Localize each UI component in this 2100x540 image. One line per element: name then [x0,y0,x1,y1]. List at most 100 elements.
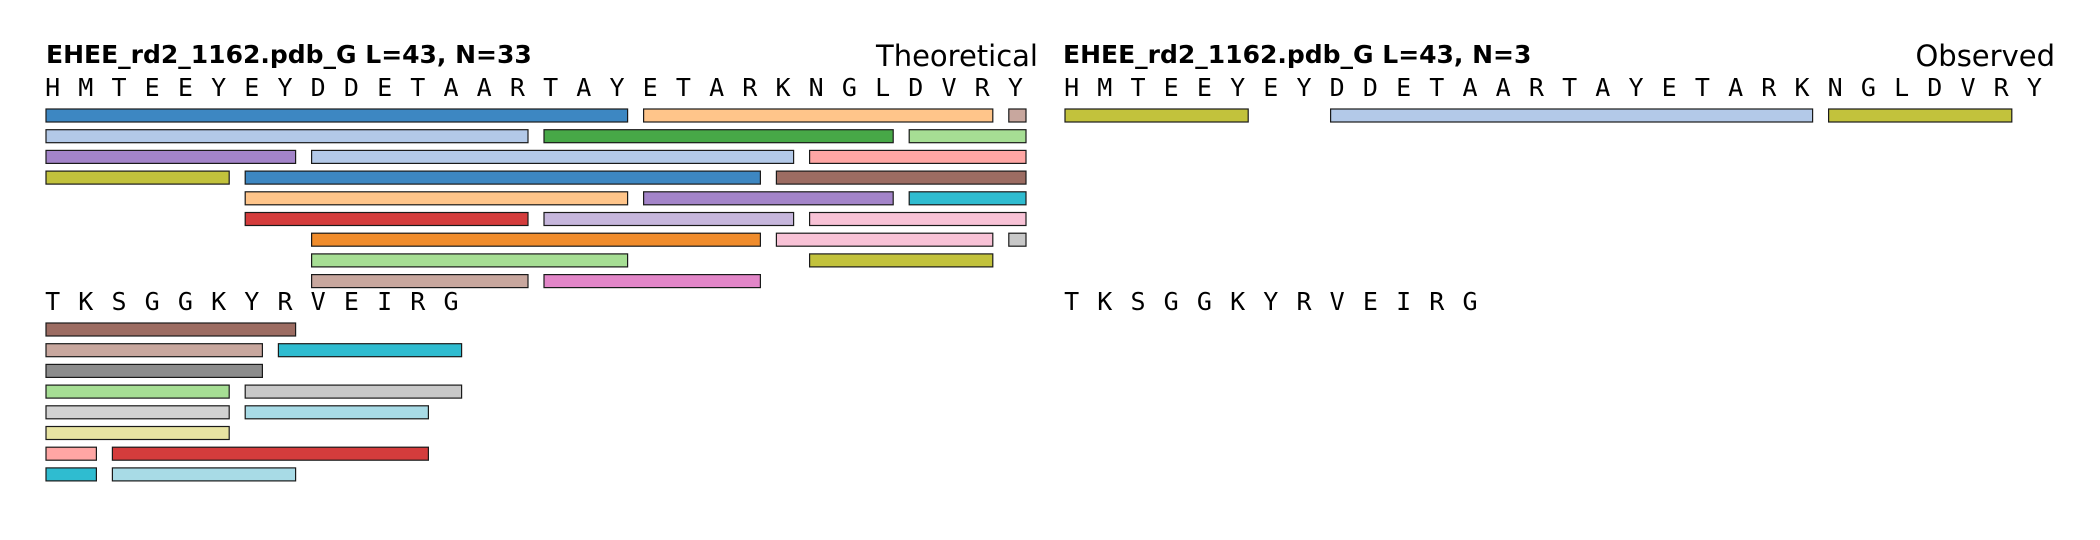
residue-label: R [1429,287,1445,316]
residue-label: T [111,73,126,102]
observed-panel: EHEE_rd2_1162.pdb_G L=43, N=3 Observed H… [1063,39,2055,316]
residue-label: Y [244,287,259,316]
peptide-bar [45,363,263,378]
residue-label: T [676,73,691,102]
residue-label: Y [211,73,226,102]
peptide-bar [543,129,894,144]
residue-label: V [1960,73,1975,102]
peptide-bar [244,191,629,206]
residue-label: G [145,287,160,316]
residue-label: A [477,73,492,102]
peptide-bar [45,322,297,337]
residue-label: D [311,73,326,102]
residue-label: R [410,287,426,316]
residue-label: R [1529,73,1545,102]
peptide-bar [45,129,529,144]
residue-label: G [178,287,193,316]
peptide-bar [1064,108,1249,123]
residue-label: T [543,73,558,102]
peptide-bar [808,211,1027,227]
peptide-bar [244,384,463,399]
residue-label: E [377,73,392,102]
peptide-bar [45,108,629,123]
peptide-bar [244,405,429,420]
residue-label: E [178,73,193,102]
residue-label: H [1064,73,1079,102]
peptide-bar [45,343,263,358]
residue-label: G [1197,287,1212,316]
peptide-bar [45,170,230,185]
peptide-bar [45,425,230,441]
residue-label: K [1097,287,1112,316]
peptide-bar [808,253,994,268]
residue-label: S [1130,287,1145,316]
residue-label: R [510,73,526,102]
residue-label: L [1894,73,1909,102]
residue-label: G [443,287,458,316]
peptide-bar [311,232,761,247]
residue-label: V [941,73,956,102]
peptide-bar [642,191,894,206]
peptide-bar [1827,108,2013,123]
residue-label: Y [1628,73,1643,102]
peptide-bar [543,211,795,227]
residue-label: A [709,73,724,102]
residue-label: S [111,287,126,316]
residue-label: T [1695,73,1710,102]
residue-label: Y [609,73,624,102]
panel-label: Observed [1915,39,2055,73]
peptide-bar [1008,108,1027,123]
peptide-bar [908,129,1027,144]
residue-label: D [1927,73,1942,102]
residue-label: A [1595,73,1610,102]
residue-label: K [1230,287,1245,316]
peptide-bar [311,274,529,289]
residue-label: R [742,73,758,102]
residue-label: A [1462,73,1477,102]
peptide-bar [775,232,994,247]
peptide-bar [642,108,994,123]
residue-label: H [45,73,60,102]
residue-label: Y [1008,73,1023,102]
residue-label: D [1363,73,1378,102]
peptide-bar [45,446,98,461]
peptide-bar [111,446,430,461]
panel-label: Theoretical [875,39,1038,73]
peptide-bar [45,405,230,420]
peptide-bar [775,170,1027,185]
residue-label: N [1828,73,1843,102]
peptide-bar [908,191,1027,206]
residue-label: E [244,73,259,102]
residue-label: E [1197,73,1212,102]
peptide-bar [45,384,230,399]
residue-label: K [1794,73,1809,102]
residue-label: E [643,73,658,102]
peptide-bar [244,211,529,227]
residue-label: E [344,287,359,316]
residue-label: T [410,73,425,102]
residue-label: T [1064,287,1079,316]
peptide-bar [311,253,629,268]
panel-title: EHEE_rd2_1162.pdb_G L=43, N=33 [46,40,532,69]
residue-label: E [1263,73,1278,102]
peptide-bar [311,149,795,164]
residue-label: A [1496,73,1511,102]
residue-label: G [1462,287,1477,316]
residue-label: E [1396,73,1411,102]
peptide-bar [111,467,297,482]
residue-label: V [311,287,326,316]
residue-label: R [1761,73,1777,102]
peptide-bar [1008,232,1027,247]
residue-label: K [78,287,93,316]
residue-label: R [975,73,991,102]
residue-label: R [1994,73,2010,102]
residue-label: Y [1230,73,1245,102]
residue-label: E [145,73,160,102]
residue-label: Y [1296,73,1311,102]
residue-label: I [1396,287,1411,316]
residue-label: D [908,73,923,102]
residue-label: T [1130,73,1145,102]
